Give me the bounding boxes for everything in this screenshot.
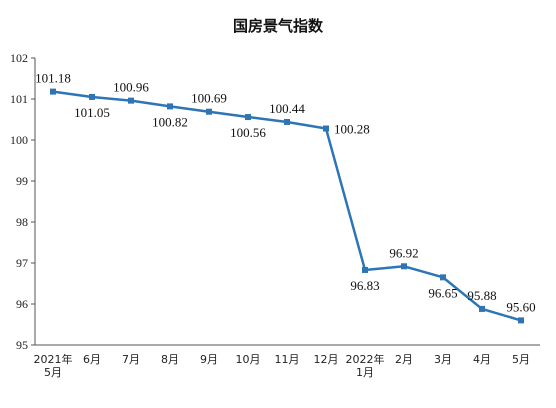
x-ticks: 2021年 5月 6月 7月 8月 9月 10月 11月 12月 2022年 1月 2月 3月 4月 5月 [34, 352, 531, 379]
data-point [479, 305, 485, 312]
data-point [323, 125, 329, 132]
y-tick-label: 95 [16, 338, 28, 352]
y-tick-label: 98 [16, 215, 28, 229]
y-tick-label: 101 [10, 92, 28, 106]
x-tick-label: 6月 [83, 353, 101, 366]
y-tick-label: 96 [16, 297, 28, 311]
x-tick-label: 2月 [395, 353, 413, 366]
data-label: 100.96 [113, 80, 149, 95]
data-points [50, 88, 524, 324]
data-label: 100.28 [334, 122, 370, 137]
x-tick-label: 12月 [314, 353, 339, 366]
data-point [284, 118, 290, 125]
data-label: 101.05 [74, 105, 110, 120]
y-tick-label: 99 [16, 174, 28, 188]
data-point [50, 88, 56, 95]
data-label: 95.88 [467, 288, 496, 303]
data-label: 100.44 [269, 101, 305, 116]
x-tick-label: 9月 [200, 353, 218, 366]
data-point [89, 93, 95, 100]
x-tick-label: 4月 [473, 353, 491, 366]
data-label: 95.60 [506, 299, 535, 314]
x-tick-label: 2022年 1月 [346, 352, 385, 379]
data-label: 96.65 [428, 285, 457, 300]
data-labels: 101.18101.05100.96100.82100.69100.56100.… [35, 71, 536, 315]
y-tick-label: 97 [16, 256, 28, 270]
y-tick-label: 102 [10, 51, 28, 65]
data-point [245, 114, 251, 121]
data-label: 96.92 [389, 245, 418, 260]
data-point [362, 266, 368, 273]
x-tick-label: 5月 [512, 353, 530, 366]
x-tick-label: 2021年 5月 [34, 352, 73, 379]
data-label: 101.18 [35, 71, 71, 86]
data-label: 100.82 [152, 114, 188, 129]
data-label: 96.83 [350, 278, 379, 293]
x-tick-label: 10月 [236, 353, 261, 366]
data-point [401, 263, 407, 270]
y-tick-label: 100 [10, 133, 28, 147]
chart-title: 国房景气指数 [233, 17, 324, 35]
x-tick-label: 8月 [161, 353, 179, 366]
data-point [518, 317, 524, 324]
data-point [206, 108, 212, 115]
x-tick-label: 7月 [122, 353, 140, 366]
data-label: 100.69 [191, 91, 227, 106]
data-point [128, 97, 134, 104]
x-tick-label: 11月 [275, 353, 300, 366]
x-tick-label: 3月 [434, 353, 452, 366]
y-ticks: 95 96 97 98 99 100 101 102 [10, 51, 35, 352]
data-point [440, 274, 446, 281]
data-label: 100.56 [230, 125, 266, 140]
data-point [167, 103, 173, 110]
